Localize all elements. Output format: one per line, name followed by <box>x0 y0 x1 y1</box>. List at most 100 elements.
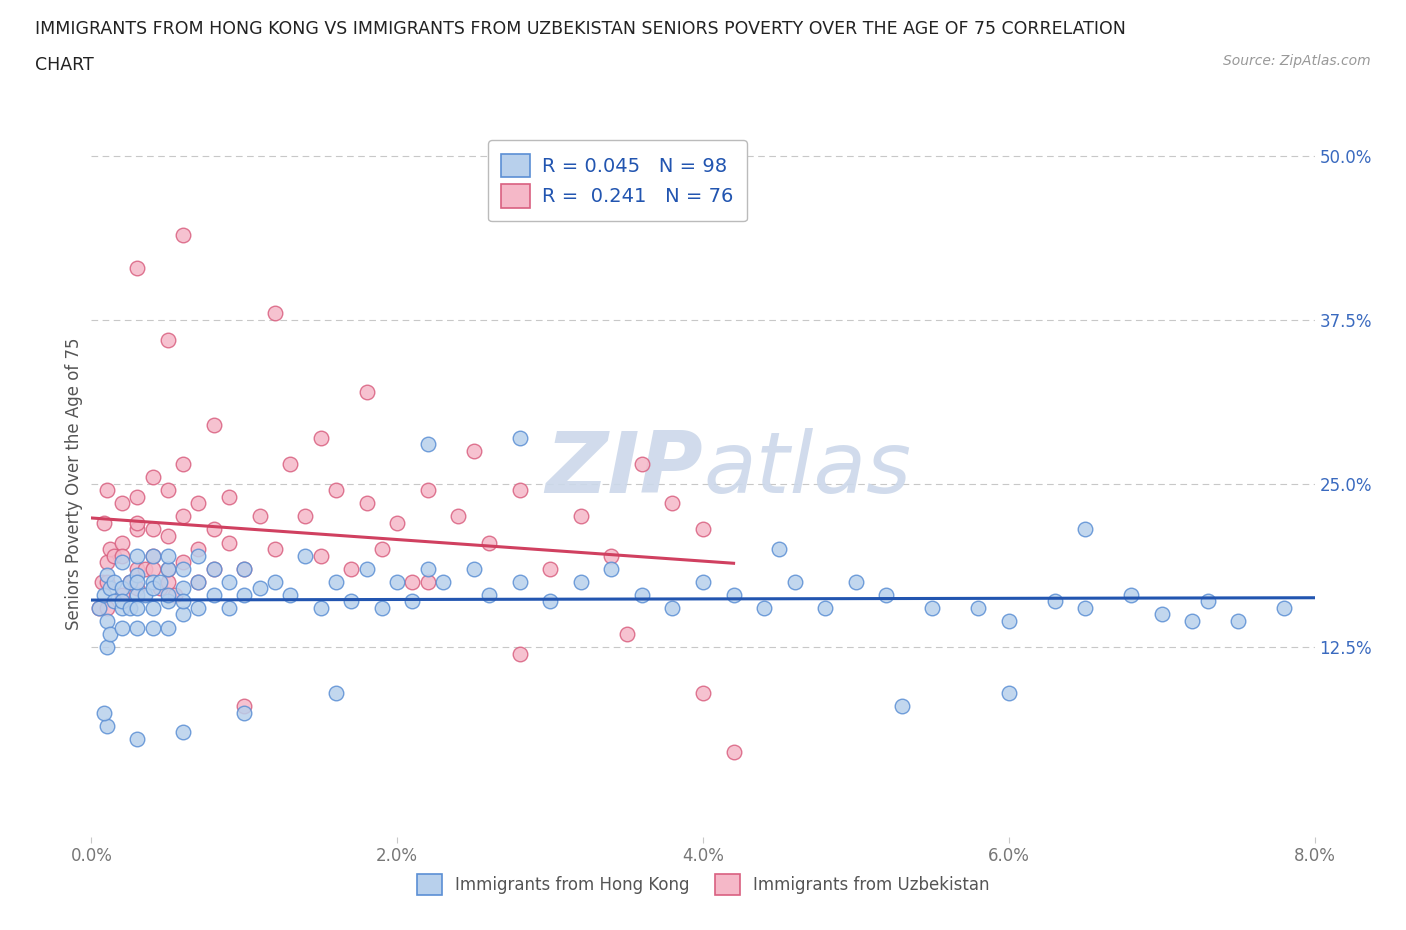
Point <box>340 594 363 609</box>
Point <box>754 601 776 616</box>
Point <box>187 548 209 563</box>
Point <box>478 535 501 550</box>
Point <box>156 561 179 576</box>
Point <box>202 561 225 576</box>
Point <box>325 685 347 700</box>
Point <box>325 575 347 590</box>
Point <box>249 509 271 524</box>
Point <box>463 444 485 458</box>
Point <box>385 515 409 530</box>
Point <box>202 588 225 603</box>
Point <box>111 588 134 603</box>
Point <box>1227 614 1250 629</box>
Text: CHART: CHART <box>35 56 94 73</box>
Point <box>96 483 118 498</box>
Point <box>233 588 256 603</box>
Point <box>103 594 125 609</box>
Point <box>96 568 118 583</box>
Point <box>218 489 240 504</box>
Text: IMMIGRANTS FROM HONG KONG VS IMMIGRANTS FROM UZBEKISTAN SENIORS POVERTY OVER THE: IMMIGRANTS FROM HONG KONG VS IMMIGRANTS … <box>35 20 1126 38</box>
Point <box>118 601 141 616</box>
Point <box>172 509 194 524</box>
Point <box>600 561 623 576</box>
Point <box>156 620 179 635</box>
Point <box>187 601 209 616</box>
Point <box>814 601 837 616</box>
Point <box>111 594 134 609</box>
Point <box>172 228 194 243</box>
Point <box>1197 594 1219 609</box>
Point <box>127 522 149 537</box>
Point <box>111 496 134 511</box>
Point <box>141 581 163 596</box>
Point <box>509 431 531 445</box>
Point <box>98 627 121 642</box>
Point <box>401 575 423 590</box>
Point <box>998 614 1021 629</box>
Point <box>692 685 714 700</box>
Point <box>783 575 806 590</box>
Point <box>569 509 592 524</box>
Point <box>509 483 531 498</box>
Point <box>1181 614 1204 629</box>
Point <box>156 483 179 498</box>
Point <box>165 588 187 603</box>
Point <box>172 724 194 739</box>
Point <box>149 581 172 596</box>
Point <box>233 561 256 576</box>
Point <box>96 554 118 569</box>
Point <box>202 522 225 537</box>
Point <box>630 457 652 472</box>
Point <box>111 548 134 563</box>
Point <box>723 745 745 760</box>
Point <box>233 705 256 720</box>
Point <box>187 541 209 556</box>
Point <box>416 561 439 576</box>
Point <box>134 561 156 576</box>
Point <box>141 548 163 563</box>
Point <box>111 581 134 596</box>
Point <box>156 588 179 603</box>
Point <box>156 528 179 543</box>
Point <box>172 594 194 609</box>
Point <box>187 575 209 590</box>
Point <box>692 575 714 590</box>
Point <box>478 588 501 603</box>
Point <box>127 601 149 616</box>
Point <box>294 509 316 524</box>
Point <box>127 260 149 275</box>
Point <box>692 522 714 537</box>
Point <box>96 575 118 590</box>
Point <box>91 575 114 590</box>
Point <box>538 561 561 576</box>
Point <box>616 627 638 642</box>
Point <box>141 561 163 576</box>
Point <box>661 496 683 511</box>
Point <box>96 640 118 655</box>
Point <box>249 581 271 596</box>
Point <box>98 581 121 596</box>
Point <box>356 561 378 576</box>
Point <box>278 588 301 603</box>
Point <box>340 561 363 576</box>
Point <box>218 575 240 590</box>
Text: atlas: atlas <box>703 428 911 511</box>
Point <box>463 561 485 576</box>
Point <box>309 548 332 563</box>
Point <box>356 496 378 511</box>
Point <box>509 575 531 590</box>
Point <box>149 575 172 590</box>
Point <box>111 601 134 616</box>
Point <box>416 575 439 590</box>
Point <box>127 561 149 576</box>
Point <box>141 548 163 563</box>
Point <box>1043 594 1066 609</box>
Point <box>294 548 316 563</box>
Point <box>1121 588 1143 603</box>
Point <box>768 541 790 556</box>
Point <box>141 601 163 616</box>
Point <box>93 515 115 530</box>
Point <box>156 594 179 609</box>
Point <box>371 541 394 556</box>
Point <box>233 561 256 576</box>
